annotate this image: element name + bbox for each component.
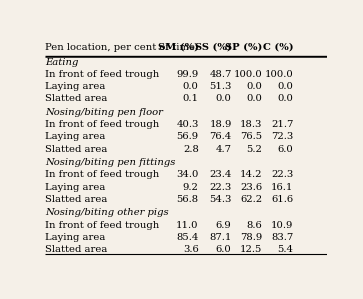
Text: 5.2: 5.2 <box>247 144 262 154</box>
Text: 0.0: 0.0 <box>183 82 199 91</box>
Text: 0.0: 0.0 <box>216 94 232 103</box>
Text: 0.1: 0.1 <box>183 94 199 103</box>
Text: 83.7: 83.7 <box>271 233 294 242</box>
Text: SM (%): SM (%) <box>158 43 199 52</box>
Text: 78.9: 78.9 <box>240 233 262 242</box>
Text: Nosing/biting pen floor: Nosing/biting pen floor <box>45 108 163 117</box>
Text: C (%): C (%) <box>263 43 294 52</box>
Text: 0.0: 0.0 <box>278 82 294 91</box>
Text: Slatted area: Slatted area <box>45 144 108 154</box>
Text: 23.6: 23.6 <box>240 182 262 192</box>
Text: 18.9: 18.9 <box>209 120 232 129</box>
Text: 0.0: 0.0 <box>278 94 294 103</box>
Text: 11.0: 11.0 <box>176 221 199 230</box>
Text: SP (%): SP (%) <box>225 43 262 52</box>
Text: Laying area: Laying area <box>45 182 106 192</box>
Text: 16.1: 16.1 <box>271 182 294 192</box>
Text: 9.2: 9.2 <box>183 182 199 192</box>
Text: 6.0: 6.0 <box>216 245 232 254</box>
Text: Nosing/biting other pigs: Nosing/biting other pigs <box>45 208 169 217</box>
Text: 76.5: 76.5 <box>240 132 262 141</box>
Text: 51.3: 51.3 <box>209 82 232 91</box>
Text: 72.3: 72.3 <box>271 132 294 141</box>
Text: Nosing/biting pen fittings: Nosing/biting pen fittings <box>45 158 176 167</box>
Text: 3.6: 3.6 <box>183 245 199 254</box>
Text: 40.3: 40.3 <box>176 120 199 129</box>
Text: 0.0: 0.0 <box>247 94 262 103</box>
Text: 22.3: 22.3 <box>271 170 294 179</box>
Text: In front of feed trough: In front of feed trough <box>45 221 160 230</box>
Text: 61.6: 61.6 <box>272 195 294 204</box>
Text: Slatted area: Slatted area <box>45 94 108 103</box>
Text: 87.1: 87.1 <box>209 233 232 242</box>
Text: 2.8: 2.8 <box>183 144 199 154</box>
Text: Slatted area: Slatted area <box>45 245 108 254</box>
Text: In front of feed trough: In front of feed trough <box>45 120 160 129</box>
Text: 6.0: 6.0 <box>278 144 294 154</box>
Text: 54.3: 54.3 <box>209 195 232 204</box>
Text: 5.4: 5.4 <box>277 245 294 254</box>
Text: 34.0: 34.0 <box>176 170 199 179</box>
Text: 23.4: 23.4 <box>209 170 232 179</box>
Text: 85.4: 85.4 <box>176 233 199 242</box>
Text: 6.9: 6.9 <box>216 221 232 230</box>
Text: 48.7: 48.7 <box>209 70 232 79</box>
Text: Laying area: Laying area <box>45 82 106 91</box>
Text: 12.5: 12.5 <box>240 245 262 254</box>
Text: 62.2: 62.2 <box>240 195 262 204</box>
Text: 56.8: 56.8 <box>176 195 199 204</box>
Text: 0.0: 0.0 <box>247 82 262 91</box>
Text: In front of feed trough: In front of feed trough <box>45 70 160 79</box>
Text: 22.3: 22.3 <box>209 182 232 192</box>
Text: 8.6: 8.6 <box>247 221 262 230</box>
Text: Slatted area: Slatted area <box>45 195 108 204</box>
Text: Laying area: Laying area <box>45 132 106 141</box>
Text: 56.9: 56.9 <box>176 132 199 141</box>
Text: 76.4: 76.4 <box>209 132 232 141</box>
Text: 99.9: 99.9 <box>176 70 199 79</box>
Text: 100.0: 100.0 <box>234 70 262 79</box>
Text: 100.0: 100.0 <box>265 70 294 79</box>
Text: Pen location, per cent of time: Pen location, per cent of time <box>45 43 195 52</box>
Text: Eating: Eating <box>45 58 79 67</box>
Text: 18.3: 18.3 <box>240 120 262 129</box>
Text: 10.9: 10.9 <box>271 221 294 230</box>
Text: 4.7: 4.7 <box>216 144 232 154</box>
Text: Laying area: Laying area <box>45 233 106 242</box>
Text: 14.2: 14.2 <box>240 170 262 179</box>
Text: 21.7: 21.7 <box>271 120 294 129</box>
Text: SS (%): SS (%) <box>195 43 232 52</box>
Text: In front of feed trough: In front of feed trough <box>45 170 160 179</box>
